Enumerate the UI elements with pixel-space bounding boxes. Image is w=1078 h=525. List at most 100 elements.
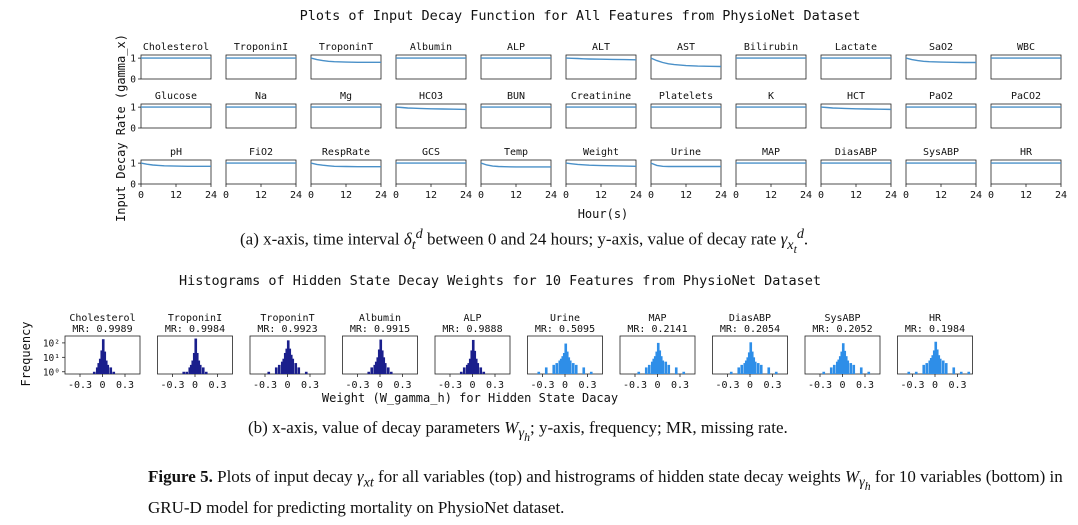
x-tick-label: -0.3 [623,380,647,391]
histogram-bar [100,350,104,374]
histogram-missing-rate: MR: 0.2052 [812,324,872,335]
histogram-bar [555,363,559,374]
histogram-bar [373,364,377,374]
histogram-bar [829,367,833,374]
histogram-bar [95,367,99,374]
y-tick-label: 1 [130,103,136,114]
x-tick-label: 24 [715,190,727,201]
x-tick-label: 12 [340,190,352,201]
x-tick-label: 0 [648,190,654,201]
histogram-bar [283,352,287,374]
histogram-bar [952,367,956,374]
subplot-frame [225,54,297,80]
histogram-bar [297,367,301,374]
x-tick-label: 0.3 [856,380,874,391]
histogram-bar [568,360,572,374]
histogram-bar [470,350,474,374]
histogram-bar [759,364,763,374]
subplot-bilirubin: Bilirubin [735,42,807,80]
histogram-bar [647,364,651,374]
histogram-bar [822,371,826,374]
subplot-title: WBC [1017,42,1035,53]
subplot-creatinine: Creatinine [565,91,637,129]
subplot-title: PaCO2 [1011,91,1041,102]
subplot-frame [735,54,807,80]
histogram-title: HR [929,313,942,324]
histogram-bar [189,364,193,374]
histogram-bar [852,364,856,374]
subplot-frame [905,159,977,185]
histogram-bar [112,371,116,374]
histogram-bar [562,352,566,374]
x-tick-label: 0 [988,190,994,201]
histogram-bar [291,358,295,374]
x-tick-label: 0.3 [393,380,411,391]
histogram-bar [467,363,471,374]
histogram-bar [289,354,293,374]
subplot-na: Na [225,91,297,129]
subplot-title: Urine [671,147,701,158]
histogram-bar [941,360,945,374]
subplot-title: TroponinT [319,42,373,53]
y-tick-label: 0 [130,180,136,191]
subplot-paco2: PaCO2 [990,91,1062,129]
subplot-glucose: Glucose 0 1 [130,91,212,135]
histogram-bar [109,367,113,374]
histogram-title: TroponinT [260,313,314,324]
histogram-bar [967,371,971,374]
subplot-alp: ALP [480,42,552,80]
x-tick-label: 12 [595,190,607,201]
subplot-frame [650,103,722,129]
x-tick-label: 0 [99,380,105,391]
histogram-bar [188,367,192,374]
histogram-bar [914,371,918,374]
y-tick-label: 0 [130,75,136,86]
subplot-frame [820,159,892,185]
figure-caption-part-2: for all variables (top) and histrograms … [373,467,845,486]
subplot-urine: Urine 0 12 24 [648,147,727,201]
figure-caption: Figure 5. Plots of input decay γxt for a… [148,467,1063,518]
subplot-title: Lactate [835,42,877,53]
subplot-frame [820,54,892,80]
subplot-lactate: Lactate [820,42,892,80]
subplot-gcs: GCS 0 12 24 [393,147,472,201]
histogram-bar [304,371,308,374]
histogram-bar [185,371,189,374]
subplot-troponint: TroponinT [310,42,382,80]
decay-line [310,57,381,63]
x-tick-label: 0.3 [116,380,134,391]
histogram-bar [370,367,374,374]
histogram-bar [859,367,863,374]
x-tick-label: 12 [935,190,947,201]
histogram-bar [925,363,929,374]
histogram-bar [931,355,935,374]
subplot-ph: pH 0 1 0 12 24 [130,147,217,201]
x-tick-label: 0.3 [578,380,596,391]
histogram-bar [740,364,744,374]
histogram-bar [197,360,201,374]
histogram-bar [932,350,936,374]
top-chart-y-axis-label: Input Decay Rate (gamma_x) [114,34,128,222]
histogram-bar [482,371,486,374]
y-tick-label: 0 [130,124,136,135]
subplot-frame [395,54,467,80]
histogram-bar [382,357,386,374]
histogram-missing-rate: MR: 0.9915 [350,324,410,335]
subplot-title: TroponinI [234,42,288,53]
histogram-bar [744,360,748,374]
x-tick-label: 0.3 [208,380,226,391]
histogram-bar [383,363,387,374]
histogram-bar [389,371,393,374]
histogram-bar [664,361,668,374]
top-chart-title: Plots of Input Decay Function for All Fe… [300,8,861,24]
histogram-title: Urine [550,313,580,324]
histogram-bar [191,360,195,374]
x-tick-label: -0.3 [438,380,462,391]
histogram-bar [682,371,686,374]
subplot-frame [140,103,212,129]
